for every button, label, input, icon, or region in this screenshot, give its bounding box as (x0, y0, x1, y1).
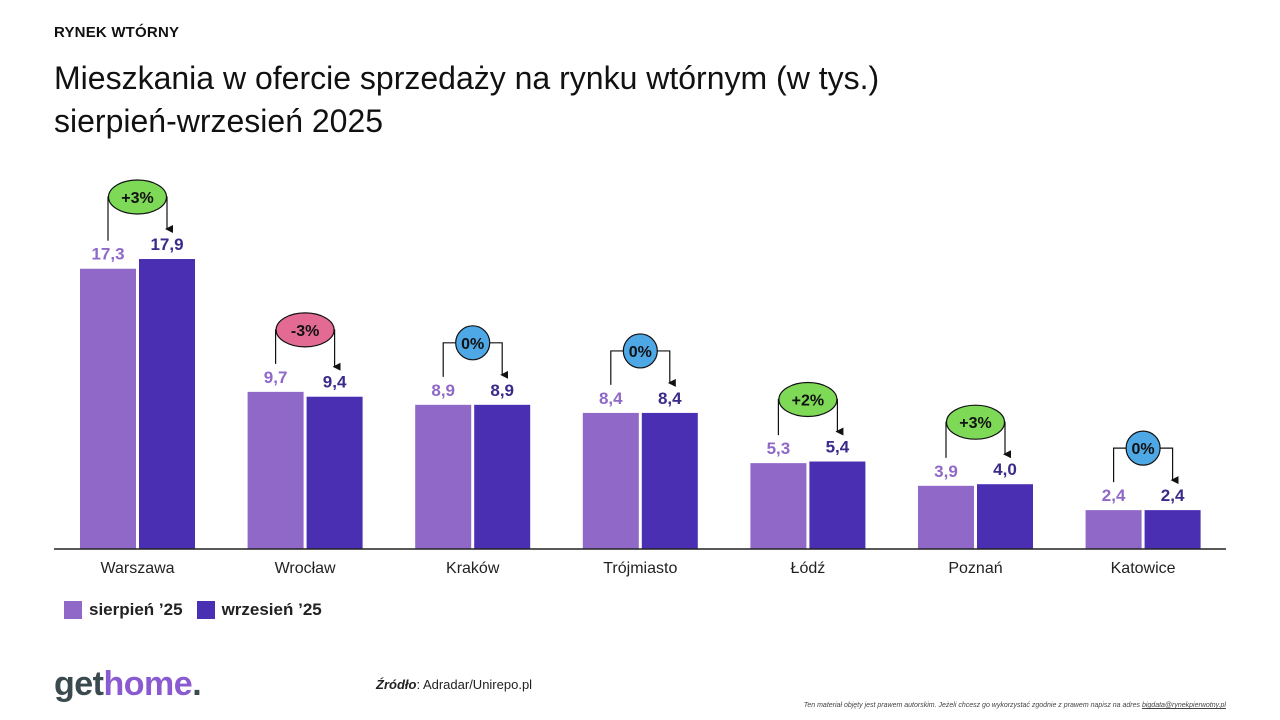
bar-sierpien-warszawa (80, 268, 136, 549)
bar-wrzesien-lodz (809, 461, 866, 549)
category-label-krakow: Kraków (446, 560, 500, 577)
change-label-katowice: 0% (1132, 441, 1155, 458)
source-label: Źródło (376, 677, 417, 692)
data-label-wrzesien-krakow: 8,9 (490, 381, 514, 400)
change-label-warszawa: +3% (121, 190, 153, 207)
title-line-1: Mieszkania w ofercie sprzedaży na rynku … (54, 60, 880, 96)
legend-swatch-sierpien (64, 601, 82, 619)
change-badge-trojmiasto (622, 333, 658, 369)
bar-wrzesien-krakow (474, 404, 531, 549)
change-badge-poznan (945, 404, 1006, 440)
data-label-sierpien-katowice: 2,4 (1102, 486, 1126, 505)
source-note: Źródło: Adradar/Unirepo.pl (376, 677, 532, 692)
change-label-poznan: +3% (959, 415, 991, 432)
category-label-warszawa: Warszawa (100, 560, 174, 577)
category-label-katowice: Katowice (1111, 560, 1176, 577)
category-label-lodz: Łódź (791, 560, 826, 577)
data-label-sierpien-trojmiasto: 8,4 (599, 389, 623, 408)
legend: sierpień ’25 wrzesień ’25 (64, 600, 322, 620)
change-label-trojmiasto: 0% (629, 344, 652, 361)
legend-swatch-wrzesien (196, 601, 215, 619)
gethome-logo: gethome. (54, 665, 202, 703)
legend-label-wrzesien: wrzesień ’25 (221, 600, 322, 619)
data-label-wrzesien-trojmiasto: 8,4 (658, 389, 682, 408)
data-label-wrzesien-katowice: 2,4 (1161, 486, 1185, 505)
copyright-note: Ten materiał objęty jest prawem autorski… (804, 702, 1226, 709)
category-label-poznan: Poznań (948, 560, 1002, 577)
bar-sierpien-krakow (415, 404, 472, 549)
data-label-sierpien-lodz: 5,3 (767, 439, 791, 458)
category-label-trojmiasto: Trójmiasto (603, 560, 677, 577)
copyright-email-link[interactable]: bigdata@rynekpierwotny.pl (1141, 702, 1226, 709)
data-label-sierpien-wroclaw: 9,7 (264, 368, 288, 387)
bar-wrzesien-katowice (1144, 510, 1201, 549)
title-line-2: sierpień-wrzesień 2025 (54, 103, 384, 139)
data-label-wrzesien-poznan: 4,0 (993, 460, 1017, 479)
legend-item-sierpien: sierpień ’25 (64, 600, 183, 620)
data-label-wrzesien-wroclaw: 9,4 (323, 373, 347, 392)
change-badge-warszawa (107, 179, 168, 215)
change-label-wroclaw: -3% (291, 323, 319, 340)
bar-sierpien-wroclaw (247, 391, 304, 549)
data-label-wrzesien-lodz: 5,4 (826, 438, 850, 457)
change-badge-wroclaw (275, 312, 335, 348)
legend-item-wrzesien: wrzesień ’25 (196, 600, 322, 620)
bar-sierpien-poznan (918, 485, 974, 549)
bar-wrzesien-wroclaw (306, 396, 363, 549)
data-label-sierpien-warszawa: 17,3 (91, 245, 124, 264)
bar-sierpien-katowice (1085, 510, 1142, 549)
legend-label-sierpien: sierpień ’25 (89, 600, 183, 619)
data-label-sierpien-poznan: 3,9 (934, 462, 958, 481)
kicker: RYNEK WTÓRNY (54, 24, 180, 41)
page-title: Mieszkania w ofercie sprzedaży na rynku … (54, 57, 879, 143)
bar-wrzesien-warszawa (139, 259, 195, 549)
change-badge-krakow (455, 325, 491, 361)
copyright-text: Ten materiał objęty jest prawem autorski… (803, 702, 1142, 709)
data-label-wrzesien-warszawa: 17,9 (150, 235, 183, 254)
change-badge-lodz (778, 381, 838, 418)
bar-wrzesien-trojmiasto (641, 412, 698, 549)
source-text: : Adradar/Unirepo.pl (416, 677, 533, 692)
data-label-sierpien-krakow: 8,9 (431, 381, 455, 400)
change-label-krakow: 0% (461, 336, 484, 353)
bar-wrzesien-poznan (977, 484, 1033, 549)
change-badge-katowice (1125, 430, 1161, 466)
category-label-wroclaw: Wrocław (275, 560, 336, 577)
bar-sierpien-lodz (750, 463, 807, 549)
bar-sierpien-trojmiasto (582, 412, 639, 549)
change-label-lodz: +2% (792, 393, 824, 410)
